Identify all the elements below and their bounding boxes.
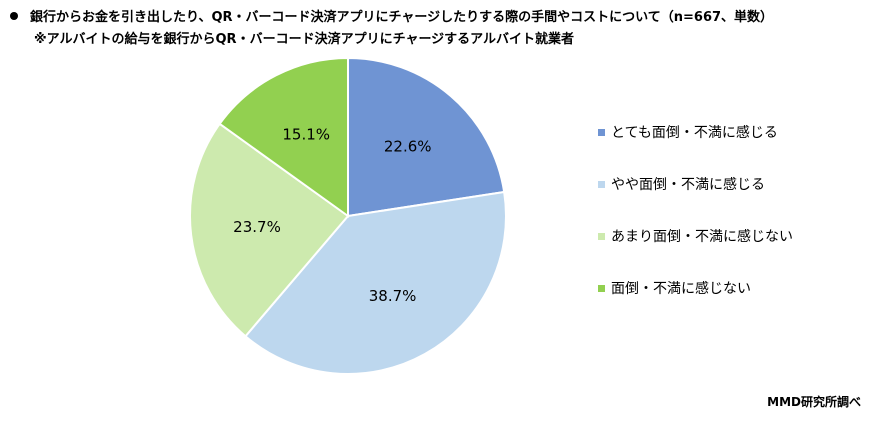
legend-swatch-3 (598, 232, 605, 240)
legend-item-2: やや面倒・不満に感じる (598, 174, 793, 194)
pie-data-labels: 22.6% 38.7% 23.7% 15.1% (233, 126, 431, 306)
pie-data-label-2: 38.7% (369, 287, 417, 305)
chart-subtitle: ※アルバイトの給与を銀行からQR・バーコード決済アプリにチャージするアルバイト就… (34, 32, 575, 47)
pie-slice-2 (244, 190, 507, 375)
legend-item-4: 面倒・不満に感じない (598, 278, 793, 298)
chart-title-text: 銀行からお金を引き出したり、QR・バーコード決済アプリにチャージしたりする際の手… (30, 10, 774, 25)
pie-data-label-3: 23.7% (233, 218, 281, 236)
source-note: MMD研究所調べ (767, 395, 861, 409)
pie-slice-1 (347, 56, 506, 218)
pie-slice-4 (218, 56, 349, 218)
legend-swatch-2 (598, 180, 605, 188)
legend-label-4: 面倒・不満に感じない (611, 281, 751, 297)
bullet-icon (10, 12, 18, 20)
pie-slice-3 (189, 122, 350, 338)
chart-title: 銀行からお金を引き出したり、QR・バーコード決済アプリにチャージしたりする際の手… (10, 8, 773, 28)
legend: とても面倒・不満に感じる やや面倒・不満に感じるあまり面倒・不満に感じない 面倒・不… (598, 122, 793, 330)
legend-label-3: あまり面倒・不満に感じない (611, 229, 793, 245)
legend-label-2: やや面倒・不満に感じる (611, 177, 765, 193)
legend-swatch-4 (598, 284, 605, 292)
legend-label-1: とても面倒・不満に感じる (611, 125, 778, 141)
legend-item-1: とても面倒・不満に感じる (598, 122, 793, 142)
legend-item-3: あまり面倒・不満に感じない (598, 226, 793, 246)
pie-slices (189, 56, 507, 375)
pie-data-label-1: 22.6% (384, 138, 432, 156)
pie-data-label-4: 15.1% (282, 126, 330, 144)
legend-swatch-1 (598, 128, 605, 136)
